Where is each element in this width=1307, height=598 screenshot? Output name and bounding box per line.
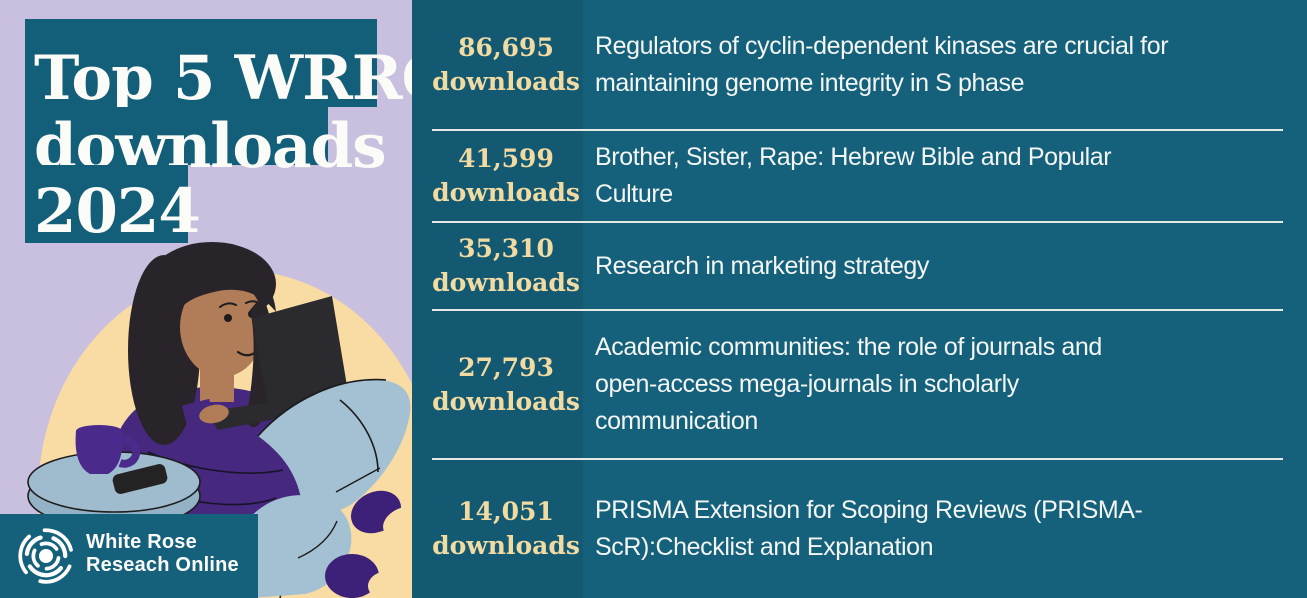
- white-rose-icon: [18, 528, 74, 584]
- publication-title: Regulators of cyclin-dependent kinases a…: [595, 32, 1169, 97]
- foot: [368, 570, 412, 598]
- download-count: 41,599 downloads: [432, 144, 580, 207]
- download-count: 86,695 downloads: [432, 33, 580, 96]
- leg-upper: [258, 379, 411, 513]
- left-panel: Top 5 WRRO downloads 2024 White Rose Res…: [0, 0, 412, 598]
- title-line-2: downloads: [25, 107, 387, 177]
- logo-text-line-2: Reseach Online: [86, 554, 239, 576]
- download-count: 14,051 downloads: [432, 496, 580, 560]
- downloads-list: 86,695 downloads Regulators of cyclin-de…: [412, 0, 1307, 598]
- phone: [112, 464, 168, 494]
- row-divider: [432, 221, 1283, 223]
- download-row: 41,599 downloads Brother, Sister, Rape: …: [412, 129, 1307, 222]
- publication-title: PRISMA Extension for Scoping Reviews (PR…: [595, 495, 1143, 561]
- laptop-screen: [252, 296, 348, 408]
- logo-text: White Rose Reseach Online: [86, 531, 239, 577]
- download-row: 14,051 downloads PRISMA Extension for Sc…: [412, 458, 1307, 598]
- face: [180, 277, 264, 377]
- hair-fringe: [176, 261, 276, 314]
- leg-lower: [236, 495, 352, 598]
- logo-text-line-1: White Rose: [86, 531, 197, 553]
- wrro-logo: White Rose Reseach Online: [0, 514, 258, 598]
- title-line-1: Top 5 WRRO: [25, 19, 412, 109]
- sock-2: [325, 554, 379, 598]
- download-count: 35,310 downloads: [432, 234, 580, 297]
- publication-title: Brother, Sister, Rape: Hebrew Bible and …: [595, 143, 1112, 208]
- download-row: 35,310 downloads Research in marketing s…: [412, 221, 1307, 310]
- row-divider: [432, 309, 1283, 311]
- shoe: [383, 506, 412, 538]
- mug-handle: [117, 435, 141, 468]
- download-row: 86,695 downloads Regulators of cyclin-de…: [412, 0, 1307, 130]
- hand: [199, 404, 229, 424]
- number-column-shade: [412, 0, 583, 598]
- row-divider: [432, 458, 1283, 460]
- row-divider: [432, 129, 1283, 131]
- poster-title: Top 5 WRRO downloads 2024: [25, 19, 412, 243]
- publication-title: Academic communities: the role of journa…: [595, 333, 1102, 435]
- publication-title: Research in marketing strategy: [595, 251, 929, 280]
- mug: [75, 431, 123, 474]
- title-line-3: 2024: [25, 165, 201, 243]
- download-count: 27,793 downloads: [432, 352, 580, 416]
- download-row: 27,793 downloads Academic communities: t…: [412, 309, 1307, 459]
